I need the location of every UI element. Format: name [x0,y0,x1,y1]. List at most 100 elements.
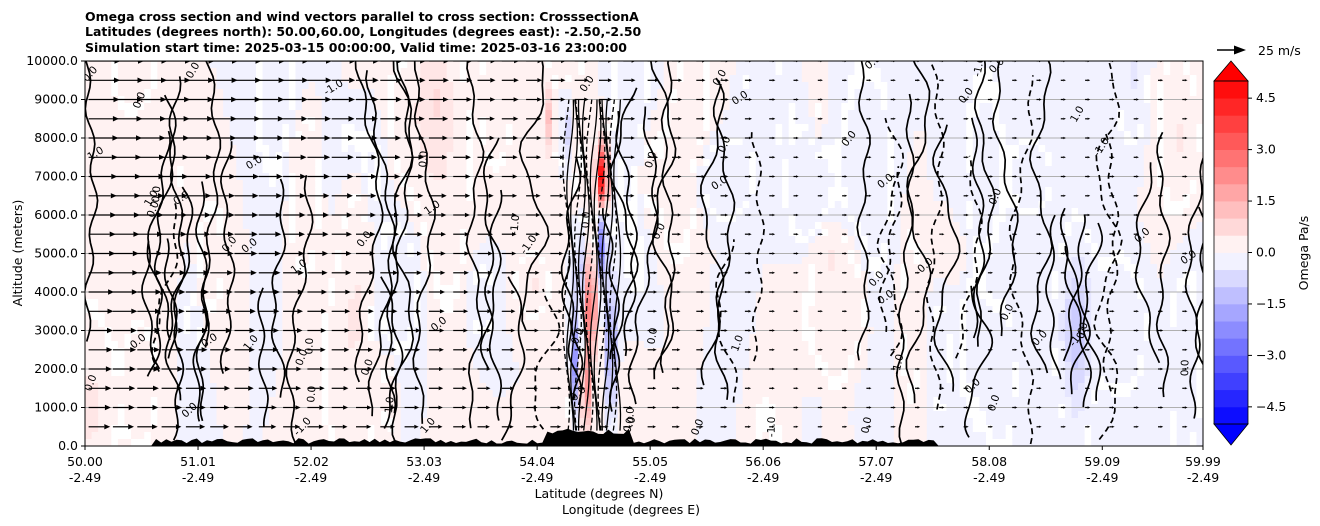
omega-cell [604,383,612,391]
omega-cell [196,110,204,118]
omega-cell [282,229,290,237]
omega-cell [637,180,645,188]
omega-cell [354,299,362,307]
omega-cell [341,243,349,251]
omega-cell [98,348,106,356]
omega-cell [413,271,421,279]
omega-cell [440,369,448,377]
omega-cell [328,285,336,293]
omega-cell [150,334,158,342]
omega-cell [348,82,356,90]
omega-cell [104,376,112,384]
omega-cell [282,243,290,251]
omega-cell [519,187,527,195]
omega-cell [611,166,619,174]
omega-cell [426,138,435,146]
omega-cell [676,355,685,363]
omega-cell [374,320,382,328]
omega-cell [104,110,112,118]
omega-cell [453,348,461,356]
omega-cell [262,236,270,244]
omega-cell [624,159,632,167]
omega-cell [433,152,441,160]
omega-cell [209,425,218,433]
omega-cell [328,208,336,216]
omega-cell [532,103,540,111]
omega-cell [466,236,474,244]
omega-cell [525,278,533,286]
omega-cell [262,166,270,174]
omega-cell [91,278,99,286]
omega-cell [446,222,454,230]
omega-cell [400,299,408,307]
omega-cell [413,383,421,391]
omega-cell [157,187,165,195]
omega-cell [545,110,553,118]
omega-cell [144,383,152,391]
omega-cell [650,159,658,167]
omega-cell [216,411,224,419]
omega-cell [466,61,474,69]
omega-cell [328,82,336,90]
omega-cell [315,425,323,433]
omega-cell [558,341,566,349]
omega-cell [315,432,323,440]
omega-cell [255,145,264,153]
omega-cell [209,159,218,167]
omega-cell [545,187,553,195]
omega-cell [98,432,106,440]
omega-cell [223,418,231,426]
omega-cell [420,320,428,328]
omega-cell [91,215,99,223]
chart-title-line-3: Simulation start time: 2025-03-15 00:00:… [85,40,627,55]
omega-cell [604,278,612,286]
omega-cell [453,271,461,279]
omega-cell [663,369,671,377]
omega-cell [348,292,356,300]
omega-cell [617,292,625,300]
omega-cell [288,285,297,293]
omega-cell [558,201,566,209]
omega-cell [117,348,126,356]
omega-cell [236,61,244,69]
omega-cell [150,278,158,286]
omega-cell [604,215,612,223]
omega-cell [341,187,349,195]
omega-cell [499,201,507,209]
omega-cell [532,243,540,251]
omega-cell [630,285,639,293]
omega-cell [597,292,606,300]
omega-cell [236,320,244,328]
omega-cell [551,159,560,167]
omega-cell [637,285,645,293]
omega-cell [400,376,408,384]
omega-cell [196,397,204,405]
omega-cell [367,418,375,426]
omega-cell [131,89,139,97]
omega-cell [492,215,500,223]
omega-cell [473,236,481,244]
omega-cell [473,390,481,398]
omega-cell [617,383,625,391]
omega-cell [486,131,494,139]
omega-cell [374,432,382,440]
omega-cell [624,131,632,139]
omega-cell [637,355,645,363]
omega-cell [486,68,494,76]
omega-cell [446,369,454,377]
omega-cell [637,208,645,216]
omega-cell [117,355,126,363]
omega-cell [117,292,126,300]
omega-cell [538,355,546,363]
omega-cell [453,369,461,377]
omega-cell [302,432,310,440]
omega-cell [334,68,343,76]
omega-cell [565,397,573,405]
omega-cell [400,306,408,314]
omega-cell [236,145,244,153]
omega-cell [354,166,362,174]
omega-cell [183,187,191,195]
omega-cell [242,376,251,384]
omega-cell [525,299,533,307]
omega-cell [177,299,185,307]
